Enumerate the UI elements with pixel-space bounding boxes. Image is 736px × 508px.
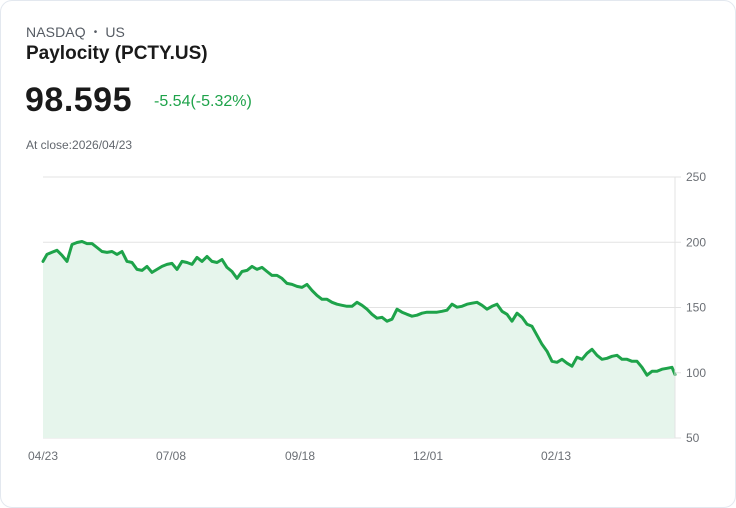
stock-title: Paylocity (PCTY.US) [26, 43, 208, 64]
exchange-line: NASDAQ • US [26, 24, 125, 40]
price-area-fill [43, 241, 675, 438]
x-tick-label: 07/08 [156, 449, 186, 463]
y-axis-labels: 250 200 150 100 50 [686, 170, 706, 445]
x-tick-label: 04/23 [28, 449, 58, 463]
exchange-name: NASDAQ [26, 24, 86, 40]
x-tick-label: 09/18 [285, 449, 315, 463]
close-time: At close:2026/04/23 [26, 138, 133, 152]
y-tick-label: 250 [686, 170, 706, 184]
y-tick-label: 200 [686, 235, 706, 249]
y-tick-label: 100 [686, 366, 706, 380]
price-change: -5.54(-5.32%) [154, 93, 252, 110]
separator-dot: • [93, 27, 98, 38]
x-axis-labels: 04/23 07/08 09/18 12/01 02/13 [28, 449, 571, 463]
y-tick-label: 150 [686, 301, 706, 315]
current-price: 98.595 [25, 81, 132, 119]
price-line[interactable] [41, 240, 677, 377]
y-tick-label: 50 [686, 431, 700, 445]
x-tick-label: 02/13 [541, 449, 571, 463]
x-tick-label: 12/01 [413, 449, 443, 463]
region-label: US [105, 24, 125, 40]
